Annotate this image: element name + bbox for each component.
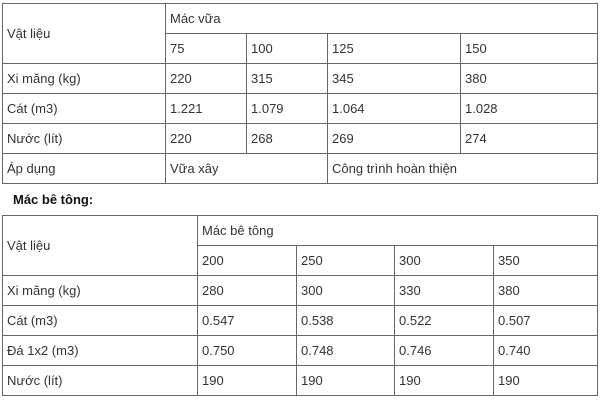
grades-row: 75 100 125 150 [3, 33, 599, 64]
cell: 0.748 [296, 335, 395, 366]
cell: 274 [459, 123, 599, 154]
grade-cell: 350 [492, 245, 599, 276]
row-label: Cát (m3) [2, 93, 166, 124]
cell: Công trình hoàn thiện [326, 153, 599, 184]
cell: 1.079 [246, 93, 328, 124]
cell: 220 [165, 123, 247, 154]
cell: 190 [296, 365, 395, 396]
table-row: Xi măng (kg) 220 315 345 380 [2, 63, 599, 94]
cell: 190 [197, 365, 297, 396]
grades-row: 200 250 300 350 [3, 245, 599, 276]
cell: 345 [327, 63, 461, 94]
row-label: Xi măng (kg) [2, 63, 166, 94]
cell: 0.547 [197, 305, 297, 336]
table-row: Nước (lít) 220 268 269 274 [2, 123, 599, 154]
concrete-section-title: Mác bê tông: [13, 192, 94, 207]
cell: 269 [327, 123, 461, 154]
cell: 1.028 [459, 93, 599, 124]
cell: 1.064 [327, 93, 461, 124]
row-label: Cát (m3) [2, 305, 198, 336]
cell: 0.538 [296, 305, 395, 336]
cell: 0.750 [197, 335, 297, 366]
table-header-row: Vật liệu Mác vữa [2, 3, 599, 64]
group-header: Mác vữa [164, 3, 599, 34]
cell: 268 [246, 123, 328, 154]
cell: 315 [246, 63, 328, 94]
cell: 0.522 [394, 305, 494, 336]
table-header-row: Vật liệu Mác bê tông [2, 215, 599, 276]
row-label: Nước (lít) [2, 123, 166, 154]
grade-cell: 125 [327, 33, 461, 64]
row-label: Áp dụng [2, 153, 166, 184]
mortar-table: Vật liệu Mác vữa 75 100 125 150 Xi măng … [2, 3, 599, 184]
cell: 220 [165, 63, 247, 94]
grade-cell: 200 [197, 245, 297, 276]
cell: 380 [492, 275, 599, 306]
cell: 190 [492, 365, 599, 396]
grade-cell: 100 [246, 33, 328, 64]
row-header: Vật liệu [2, 215, 198, 276]
cell: 330 [394, 275, 494, 306]
table-row: Xi măng (kg) 280 300 330 380 [2, 275, 599, 306]
table-row: Nước (lít) 190 190 190 190 [2, 365, 599, 396]
grade-cell: 150 [459, 33, 599, 64]
table-row: Cát (m3) 1.221 1.079 1.064 1.028 [2, 93, 599, 124]
cell: 300 [296, 275, 395, 306]
cell: 280 [197, 275, 297, 306]
grade-cell: 250 [296, 245, 395, 276]
cell: 0.507 [492, 305, 599, 336]
cell: Vữa xây [165, 153, 328, 184]
row-label: Nước (lít) [2, 365, 198, 396]
row-label: Xi măng (kg) [2, 275, 198, 306]
cell: 380 [459, 63, 599, 94]
concrete-table: Vật liệu Mác bê tông 200 250 300 350 Xi … [2, 215, 599, 396]
application-row: Áp dụng Vữa xây Công trình hoàn thiện [2, 153, 599, 184]
group-header: Mác bê tông [196, 215, 599, 246]
cell: 0.740 [492, 335, 599, 366]
cell: 190 [394, 365, 494, 396]
table-row: Cát (m3) 0.547 0.538 0.522 0.507 [2, 305, 599, 336]
cell: 1.221 [165, 93, 247, 124]
grade-cell: 75 [165, 33, 247, 64]
table-row: Đá 1x2 (m3) 0.750 0.748 0.746 0.740 [2, 335, 599, 366]
row-header: Vật liệu [2, 3, 166, 64]
row-label: Đá 1x2 (m3) [2, 335, 198, 366]
cell: 0.746 [394, 335, 494, 366]
grade-cell: 300 [394, 245, 494, 276]
